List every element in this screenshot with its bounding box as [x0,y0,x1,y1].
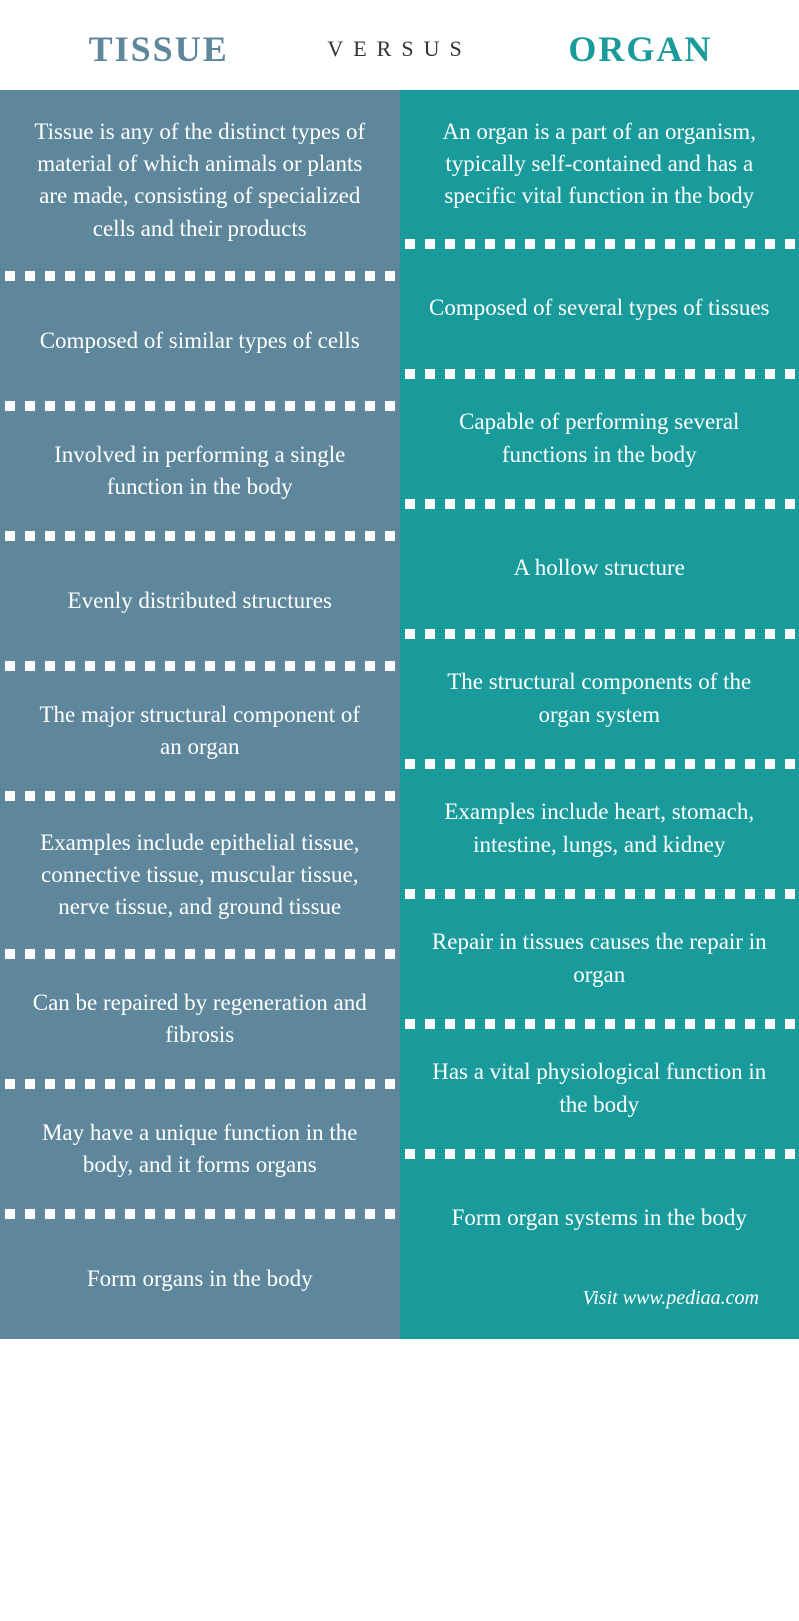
heading-versus: VERSUS [317,36,481,62]
row-divider [0,1209,400,1219]
row-divider [0,661,400,671]
row-divider [400,889,799,899]
tissue-cell: The major structural component of an org… [0,671,400,791]
row-divider [0,271,400,281]
tissue-cell: Can be repaired by regeneration and fibr… [0,959,400,1079]
organ-cell: Capable of performing several functions … [400,379,799,499]
row-divider [0,401,400,411]
tissue-cell: Tissue is any of the distinct types of m… [0,90,400,271]
tissue-cell: Involved in performing a single function… [0,411,400,531]
comparison-header: TISSUE VERSUS ORGAN [0,0,799,90]
organ-cell: An organ is a part of an organism, typic… [400,90,799,239]
row-divider [0,531,400,541]
row-divider [400,239,799,249]
organ-cell: Examples include heart, stomach, intesti… [400,769,799,889]
row-divider [400,369,799,379]
heading-left: TISSUE [0,28,317,70]
tissue-cell: Examples include epithelial tissue, conn… [0,801,400,950]
tissue-cell: Composed of similar types of cells [0,281,400,401]
comparison-columns: Tissue is any of the distinct types of m… [0,90,799,1339]
row-divider [0,1079,400,1089]
column-tissue: Tissue is any of the distinct types of m… [0,90,400,1339]
tissue-cell: Evenly distributed structures [0,541,400,661]
row-divider [400,1019,799,1029]
row-divider [400,499,799,509]
tissue-cell: Form organs in the body [0,1219,400,1339]
column-organ: An organ is a part of an organism, typic… [400,90,799,1339]
tissue-cell: May have a unique function in the body, … [0,1089,400,1209]
organ-cell: The structural components of the organ s… [400,639,799,759]
row-divider [400,1149,799,1159]
row-divider [400,759,799,769]
organ-cell: Repair in tissues causes the repair in o… [400,899,799,1019]
row-divider [0,949,400,959]
row-divider [400,629,799,639]
organ-cell: A hollow structure [400,509,799,629]
heading-right: ORGAN [482,28,799,70]
row-divider [0,791,400,801]
organ-cell: Form organ systems in the body [400,1159,799,1279]
organ-cell: Composed of several types of tissues [400,249,799,369]
footer-credit: Visit www.pediaa.com [400,1279,799,1324]
organ-cell: Has a vital physiological function in th… [400,1029,799,1149]
